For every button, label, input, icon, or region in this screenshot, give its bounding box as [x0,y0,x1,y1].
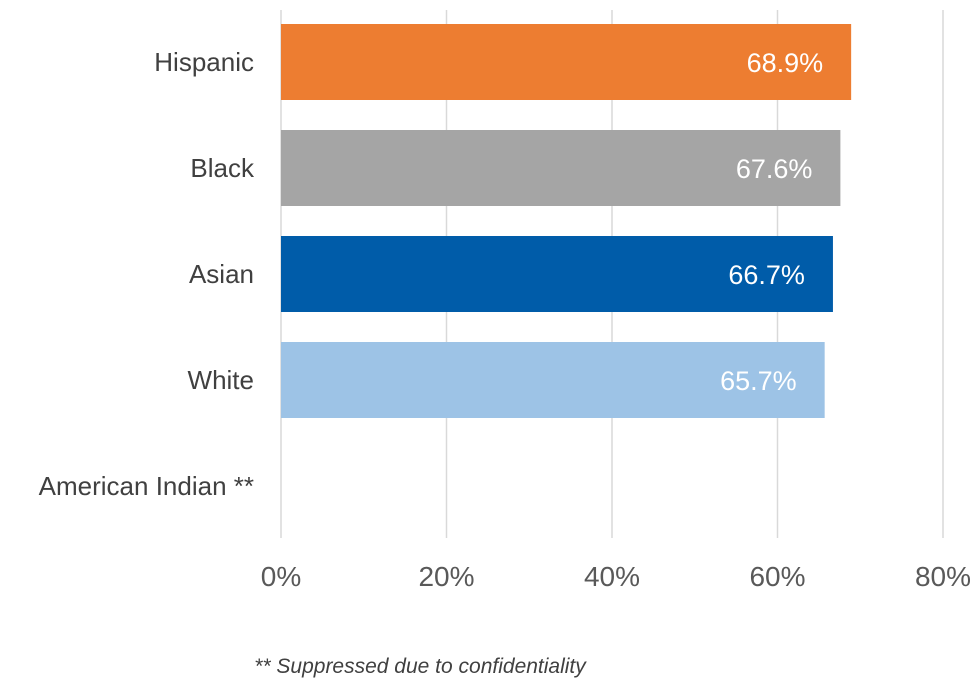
category-label: Hispanic [154,47,254,77]
bar [281,130,841,206]
footnote: ** Suppressed due to confidentiality [254,655,586,678]
data-label: 67.6% [736,154,813,184]
x-tick-label: 20% [418,561,474,592]
data-label: 66.7% [728,260,805,290]
category-label: Asian [189,259,254,289]
x-tick-label: 80% [915,561,971,592]
category-label: American Indian ** [39,471,254,501]
bar [281,24,852,100]
category-label: White [188,365,254,395]
data-label: 68.9% [747,48,824,78]
bar [281,236,833,312]
bar [281,342,825,418]
category-label: Black [190,153,255,183]
data-label: 65.7% [720,366,797,396]
x-tick-label: 0% [261,561,301,592]
x-tick-label: 60% [749,561,805,592]
x-tick-label: 40% [584,561,640,592]
